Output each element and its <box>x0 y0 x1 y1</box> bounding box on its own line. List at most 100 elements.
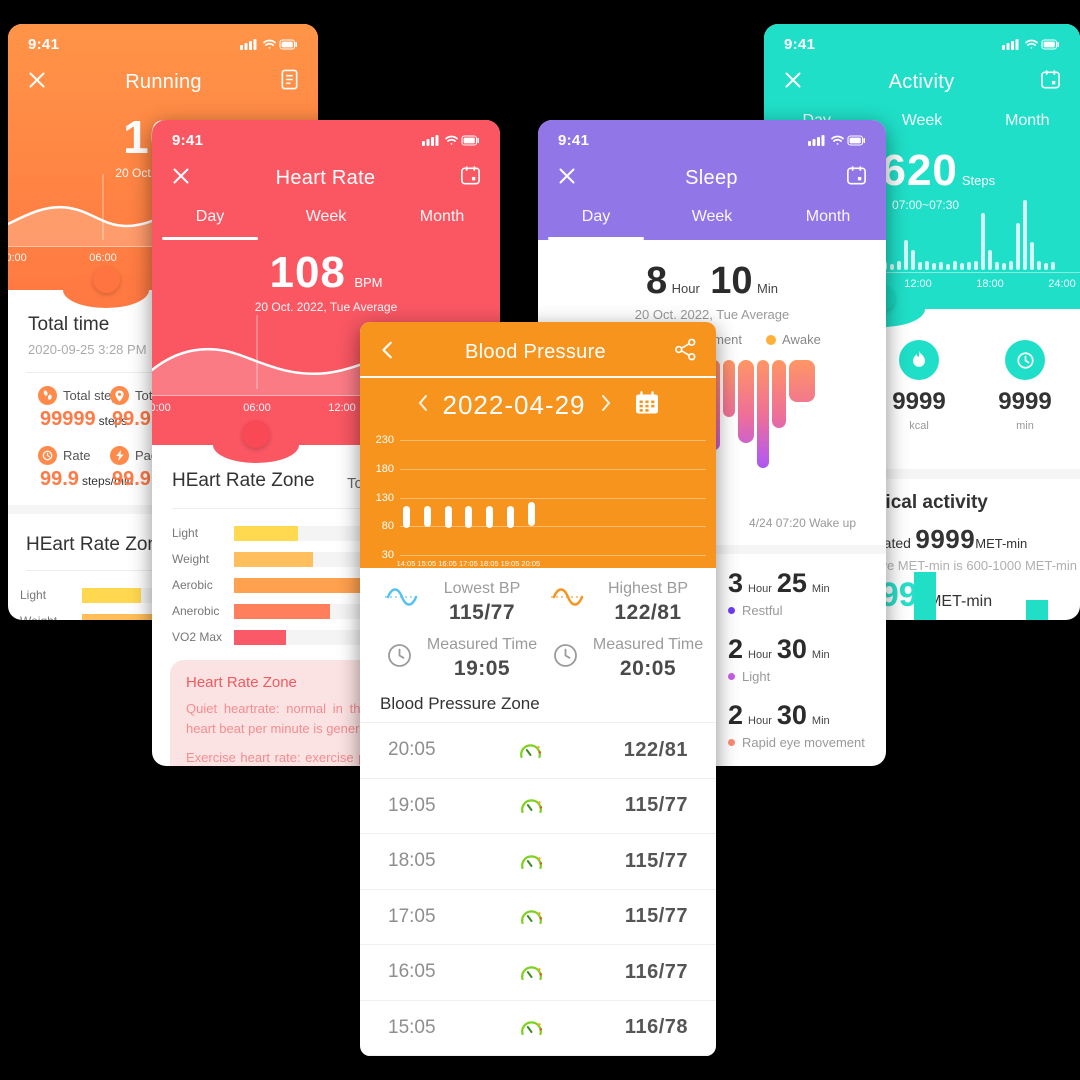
grid-line <box>400 497 706 499</box>
status-icons <box>1002 38 1059 50</box>
zone-bar-label: Weight <box>172 552 210 566</box>
running-chart-knob[interactable] <box>93 266 120 293</box>
tab-week[interactable]: Week <box>691 208 733 225</box>
x-axis-label: 06:00 <box>243 402 271 414</box>
measured-time-clock-icon <box>552 642 579 674</box>
x-axis-label: 16:05 <box>438 559 457 568</box>
measured-time-2: Measured Time 20:05 <box>592 636 704 680</box>
activity-bar <box>1016 223 1020 270</box>
activity-bar <box>918 262 922 270</box>
date-value: 2022-04-29 <box>442 390 586 420</box>
activity-bar <box>1002 263 1006 270</box>
bp-reading-bar <box>423 505 431 528</box>
bp-row-time: 18:05 <box>388 850 436 872</box>
close-icon[interactable] <box>782 69 804 96</box>
tab-day[interactable]: Day <box>538 208 654 240</box>
share-icon[interactable] <box>673 337 698 367</box>
next-date-icon[interactable] <box>600 394 612 417</box>
tab-month[interactable]: Month <box>419 208 465 225</box>
sleep-segment <box>772 360 786 428</box>
sleep-segment <box>757 360 769 468</box>
activity-subtitle: 07:00~07:30 <box>892 198 960 212</box>
activity-bar <box>1030 242 1034 270</box>
bp-row-time: 16:05 <box>388 961 436 983</box>
bp-row-value: 116/78 <box>624 1016 688 1039</box>
sleep-segment <box>738 360 754 443</box>
distance-pin-icon <box>110 386 129 405</box>
bp-row-time: 20:05 <box>388 739 436 761</box>
prev-date-icon[interactable] <box>417 394 429 417</box>
close-icon[interactable] <box>556 165 578 192</box>
bp-row-time: 19:05 <box>388 794 436 816</box>
activity-bar <box>932 263 936 270</box>
x-axis-label: 15:05 <box>417 559 437 568</box>
page-title: Running <box>125 70 202 93</box>
sleep-wake-note: 4/24 07:20 Wake up <box>749 516 856 530</box>
bp-zone-row: 15:05 116/78 <box>360 1001 716 1056</box>
zone-bar-label: Light <box>172 526 199 540</box>
tab-month[interactable]: Month <box>805 208 851 225</box>
activity-bar <box>967 262 971 270</box>
activity-bar <box>946 264 950 270</box>
x-axis-label: 17:05 <box>459 559 478 568</box>
x-axis-label: 00:00 <box>8 252 27 264</box>
grid-line <box>400 526 706 528</box>
status-bar: 9:41 <box>8 34 318 54</box>
bp-zone-row: 16:05 116/77 <box>360 945 716 1001</box>
bp-zone-row: 17:05 115/77 <box>360 890 716 945</box>
clock-icon <box>38 446 57 465</box>
grid-line <box>400 440 706 441</box>
gauge-icon <box>520 743 542 758</box>
steps-icon <box>38 386 57 405</box>
blood-pressure-screen: Blood Pressure 2022-04-29 230 180 130 80 30 1… <box>360 322 716 1056</box>
activity-bar <box>890 264 894 270</box>
activity-bar <box>925 261 929 270</box>
bp-reading-bar <box>465 506 473 528</box>
calendar-icon[interactable] <box>459 164 482 192</box>
date-calendar-icon[interactable] <box>634 391 660 420</box>
activity-bar <box>953 261 957 270</box>
close-icon[interactable] <box>26 69 48 96</box>
activity-bar <box>995 262 999 270</box>
zone-bar-label: VO2 Max <box>172 630 223 644</box>
tab-month[interactable]: Month <box>1005 112 1050 129</box>
bp-zone-row: 19:05 115/77 <box>360 779 716 834</box>
bp-reading-bar <box>403 506 410 528</box>
activity-kcal-value: 9999 <box>892 388 946 415</box>
bp-zone-row: 18:05 115/77 <box>360 834 716 890</box>
bp-row-time: 15:05 <box>388 1016 436 1038</box>
y-axis-label: 230 <box>375 434 394 446</box>
heart-big-unit: BPM <box>354 275 383 290</box>
x-axis-label: 06:00 <box>89 252 117 264</box>
measured-time-1: Measured Time 19:05 <box>426 636 538 680</box>
status-icons <box>808 134 865 146</box>
zone-bar-fill <box>234 525 298 541</box>
activity-bar <box>988 250 992 270</box>
calendar-icon[interactable] <box>845 164 868 192</box>
heart-chart-knob[interactable] <box>242 420 270 448</box>
tab-week[interactable]: Week <box>305 208 347 225</box>
activity-bar <box>974 261 978 270</box>
activity-min-value: 9999 <box>998 388 1052 415</box>
calendar-icon[interactable] <box>1039 68 1062 96</box>
activity-bar <box>1051 262 1055 270</box>
heart-zone-title: HEart Rate Zone <box>172 470 315 491</box>
zone-bar-fill <box>82 587 141 603</box>
records-icon[interactable] <box>279 68 300 96</box>
back-icon[interactable] <box>378 339 398 366</box>
gauge-icon <box>520 965 542 980</box>
x-axis-label: 14:05 <box>396 559 416 568</box>
bp-row-value: 115/77 <box>624 849 688 872</box>
activity-stat-min: 9999 min <box>982 340 1068 432</box>
tab-day[interactable]: Day <box>152 208 268 240</box>
x-axis-label: 18:05 <box>479 559 499 568</box>
tab-week[interactable]: Week <box>901 112 943 129</box>
bp-header-area: Blood Pressure 2022-04-29 230 180 130 80 30 1… <box>360 322 716 568</box>
activity-bar <box>911 250 915 270</box>
close-icon[interactable] <box>170 165 192 192</box>
y-axis-label: 130 <box>375 491 394 504</box>
running-stat-steps-value: 99999 steps <box>40 408 128 430</box>
clock-icon <box>1005 340 1045 380</box>
gauge-icon <box>520 799 542 814</box>
